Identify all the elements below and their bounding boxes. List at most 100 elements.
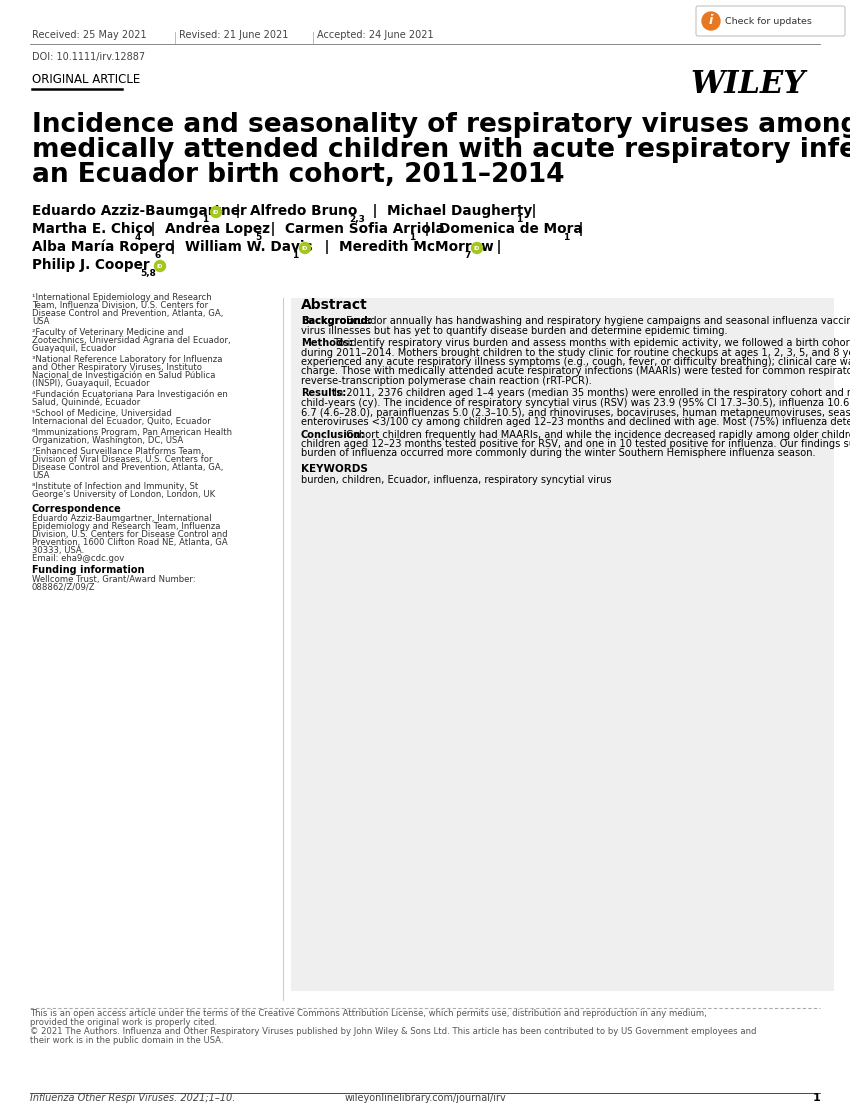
Text: |  Carmen Sofia Arriola: | Carmen Sofia Arriola xyxy=(261,222,445,236)
Text: To identify respiratory virus burden and assess months with epidemic activity, w: To identify respiratory virus burden and… xyxy=(332,338,850,348)
Text: Salud, Quinindé, Ecuador: Salud, Quinindé, Ecuador xyxy=(32,398,140,407)
Text: iD: iD xyxy=(302,246,308,250)
Text: |  William W. Davis: | William W. Davis xyxy=(161,240,313,254)
Text: (INSPI), Guayaquil, Ecuador: (INSPI), Guayaquil, Ecuador xyxy=(32,379,150,388)
Text: Alba María Ropero: Alba María Ropero xyxy=(32,239,174,254)
Text: virus illnesses but has yet to quantify disease burden and determine epidemic ti: virus illnesses but has yet to quantify … xyxy=(301,325,728,335)
Text: and Other Respiratory Viruses, Instituto: and Other Respiratory Viruses, Instituto xyxy=(32,363,202,372)
Text: Eduardo Azziz-Baumgartner, International: Eduardo Azziz-Baumgartner, International xyxy=(32,514,212,523)
Text: burden, children, Ecuador, influenza, respiratory syncytial virus: burden, children, Ecuador, influenza, re… xyxy=(301,475,611,485)
Text: Abstract: Abstract xyxy=(301,299,368,312)
Text: Background:: Background: xyxy=(301,316,371,326)
Text: |  Meredith McMorrow: | Meredith McMorrow xyxy=(315,240,494,254)
Text: Incidence and seasonality of respiratory viruses among: Incidence and seasonality of respiratory… xyxy=(32,112,850,138)
Text: 1: 1 xyxy=(409,233,416,241)
Text: Division of Viral Diseases, U.S. Centers for: Division of Viral Diseases, U.S. Centers… xyxy=(32,455,212,464)
Text: ⁸Institute of Infection and Immunity, St: ⁸Institute of Infection and Immunity, St xyxy=(32,482,198,491)
Text: medically attended children with acute respiratory infections in: medically attended children with acute r… xyxy=(32,138,850,163)
Text: ORIGINAL ARTICLE: ORIGINAL ARTICLE xyxy=(32,73,140,86)
Text: during 2011–2014. Mothers brought children to the study clinic for routine check: during 2011–2014. Mothers brought childr… xyxy=(301,348,850,358)
Text: Nacional de Investigación en Salud Pública: Nacional de Investigación en Salud Públi… xyxy=(32,370,216,380)
Text: Martha E. Chico: Martha E. Chico xyxy=(32,222,153,236)
Text: 1: 1 xyxy=(202,215,208,224)
Text: This is an open access article under the terms of the Creative Commons Attributi: This is an open access article under the… xyxy=(30,1010,706,1018)
Text: |  Domenica de Mora: | Domenica de Mora xyxy=(415,222,582,236)
Text: their work is in the public domain in the USA.: their work is in the public domain in th… xyxy=(30,1036,224,1045)
Text: 4: 4 xyxy=(135,233,141,241)
Text: Correspondence: Correspondence xyxy=(32,504,122,514)
Text: 5: 5 xyxy=(255,233,261,241)
Circle shape xyxy=(299,243,310,254)
Text: |  Andrea Lopez: | Andrea Lopez xyxy=(141,222,270,236)
Text: ³National Reference Laboratory for Influenza: ³National Reference Laboratory for Influ… xyxy=(32,356,223,364)
Text: Wellcome Trust, Grant/Award Number:: Wellcome Trust, Grant/Award Number: xyxy=(32,575,196,584)
Text: |  Alfredo Bruno: | Alfredo Bruno xyxy=(226,203,357,218)
Text: USA: USA xyxy=(32,471,49,480)
Text: Zootechnics, Universidad Agraria del Ecuador,: Zootechnics, Universidad Agraria del Ecu… xyxy=(32,337,230,345)
Circle shape xyxy=(211,207,222,218)
Text: Email: eha9@cdc.gov: Email: eha9@cdc.gov xyxy=(32,555,124,563)
Text: Guayaquil, Ecuador: Guayaquil, Ecuador xyxy=(32,344,116,353)
Text: Disease Control and Prevention, Atlanta, GA,: Disease Control and Prevention, Atlanta,… xyxy=(32,463,224,472)
Text: Epidemiology and Research Team, Influenza: Epidemiology and Research Team, Influenz… xyxy=(32,522,220,531)
Text: Philip J. Cooper: Philip J. Cooper xyxy=(32,258,150,272)
FancyBboxPatch shape xyxy=(291,299,834,991)
Text: Influenza Other Respi Viruses. 2021;1–10.: Influenza Other Respi Viruses. 2021;1–10… xyxy=(30,1093,235,1103)
Circle shape xyxy=(472,243,483,254)
Text: KEYWORDS: KEYWORDS xyxy=(301,464,368,474)
Text: iD: iD xyxy=(473,246,480,250)
Circle shape xyxy=(702,12,720,30)
Text: 2,3: 2,3 xyxy=(349,215,365,224)
Text: Ecuador annually has handwashing and respiratory hygiene campaigns and seasonal : Ecuador annually has handwashing and res… xyxy=(343,316,850,326)
Text: ¹International Epidemiology and Research: ¹International Epidemiology and Research xyxy=(32,293,212,302)
Text: USA: USA xyxy=(32,318,49,326)
Text: Received: 25 May 2021: Received: 25 May 2021 xyxy=(32,30,146,40)
Text: WILEY: WILEY xyxy=(690,69,805,100)
Text: Revised: 21 June 2021: Revised: 21 June 2021 xyxy=(179,30,288,40)
Text: provided the original work is properly cited.: provided the original work is properly c… xyxy=(30,1018,217,1027)
Text: charge. Those with medically attended acute respiratory infections (MAARIs) were: charge. Those with medically attended ac… xyxy=(301,367,850,377)
Text: children aged 12–23 months tested positive for RSV, and one in 10 tested positiv: children aged 12–23 months tested positi… xyxy=(301,439,850,449)
Text: i: i xyxy=(709,15,713,27)
Text: ⁶Immunizations Program, Pan American Health: ⁶Immunizations Program, Pan American Hea… xyxy=(32,428,232,437)
Text: In 2011, 2376 children aged 1–4 years (median 35 months) were enrolled in the re: In 2011, 2376 children aged 1–4 years (m… xyxy=(332,388,850,398)
Text: ⁴Fundación Ecuatoriana Para Investigación en: ⁴Fundación Ecuatoriana Para Investigació… xyxy=(32,389,228,399)
Text: Organization, Washington, DC, USA: Organization, Washington, DC, USA xyxy=(32,436,184,445)
Text: iD: iD xyxy=(157,264,163,268)
Text: Team, Influenza Division, U.S. Centers for: Team, Influenza Division, U.S. Centers f… xyxy=(32,301,208,310)
Text: child-years (cy). The incidence of respiratory syncytial virus (RSV) was 23.9 (9: child-years (cy). The incidence of respi… xyxy=(301,398,850,408)
Text: |  Michael Daugherty: | Michael Daugherty xyxy=(363,203,532,218)
FancyBboxPatch shape xyxy=(696,6,845,36)
Text: Accepted: 24 June 2021: Accepted: 24 June 2021 xyxy=(317,30,434,40)
Text: experienced any acute respiratory illness symptoms (e.g., cough, fever, or diffi: experienced any acute respiratory illnes… xyxy=(301,357,850,367)
Text: 30333, USA.: 30333, USA. xyxy=(32,546,84,555)
Text: Funding information: Funding information xyxy=(32,565,144,575)
Text: Eduardo Azziz-Baumgartner: Eduardo Azziz-Baumgartner xyxy=(32,203,246,218)
Text: 1: 1 xyxy=(516,215,522,224)
Text: ⁷Enhanced Surveillance Platforms Team,: ⁷Enhanced Surveillance Platforms Team, xyxy=(32,447,204,456)
Text: |: | xyxy=(569,222,583,236)
Text: Prevention, 1600 Clifton Road NE, Atlanta, GA: Prevention, 1600 Clifton Road NE, Atlant… xyxy=(32,538,228,547)
Text: George’s University of London, London, UK: George’s University of London, London, U… xyxy=(32,490,215,499)
Text: 7: 7 xyxy=(464,252,470,260)
Text: Background:: Background: xyxy=(301,316,371,326)
Text: Results:: Results: xyxy=(301,388,346,398)
Circle shape xyxy=(155,260,166,272)
Text: Methods:: Methods: xyxy=(301,338,353,348)
Text: enteroviruses <3/100 cy among children aged 12–23 months and declined with age. : enteroviruses <3/100 cy among children a… xyxy=(301,417,850,427)
Text: |: | xyxy=(522,203,536,218)
Text: 1: 1 xyxy=(813,1093,820,1103)
Text: 6.7 (4.6–28.0), parainfluenzas 5.0 (2.3–10.5), and rhinoviruses, bocaviruses, hu: 6.7 (4.6–28.0), parainfluenzas 5.0 (2.3–… xyxy=(301,407,850,417)
Text: Check for updates: Check for updates xyxy=(725,17,812,26)
Text: burden of influenza occurred more commonly during the winter Southern Hemisphere: burden of influenza occurred more common… xyxy=(301,448,816,458)
Text: wileyonlinelibrary.com/journal/irv: wileyonlinelibrary.com/journal/irv xyxy=(344,1093,506,1103)
Text: © 2021 The Authors. Influenza and Other Respiratory Viruses published by John Wi: © 2021 The Authors. Influenza and Other … xyxy=(30,1027,756,1036)
Text: reverse-transcription polymerase chain reaction (rRT-PCR).: reverse-transcription polymerase chain r… xyxy=(301,376,592,386)
Text: DOI: 10.1111/irv.12887: DOI: 10.1111/irv.12887 xyxy=(32,53,145,61)
Text: iD: iD xyxy=(212,209,219,215)
Text: ²Faculty of Veterinary Medicine and: ²Faculty of Veterinary Medicine and xyxy=(32,328,184,337)
Text: |: | xyxy=(487,240,501,254)
Text: 1: 1 xyxy=(563,233,570,241)
Text: 088862/Z/09/Z: 088862/Z/09/Z xyxy=(32,582,95,593)
Text: Division, U.S. Centers for Disease Control and: Division, U.S. Centers for Disease Contr… xyxy=(32,530,228,539)
